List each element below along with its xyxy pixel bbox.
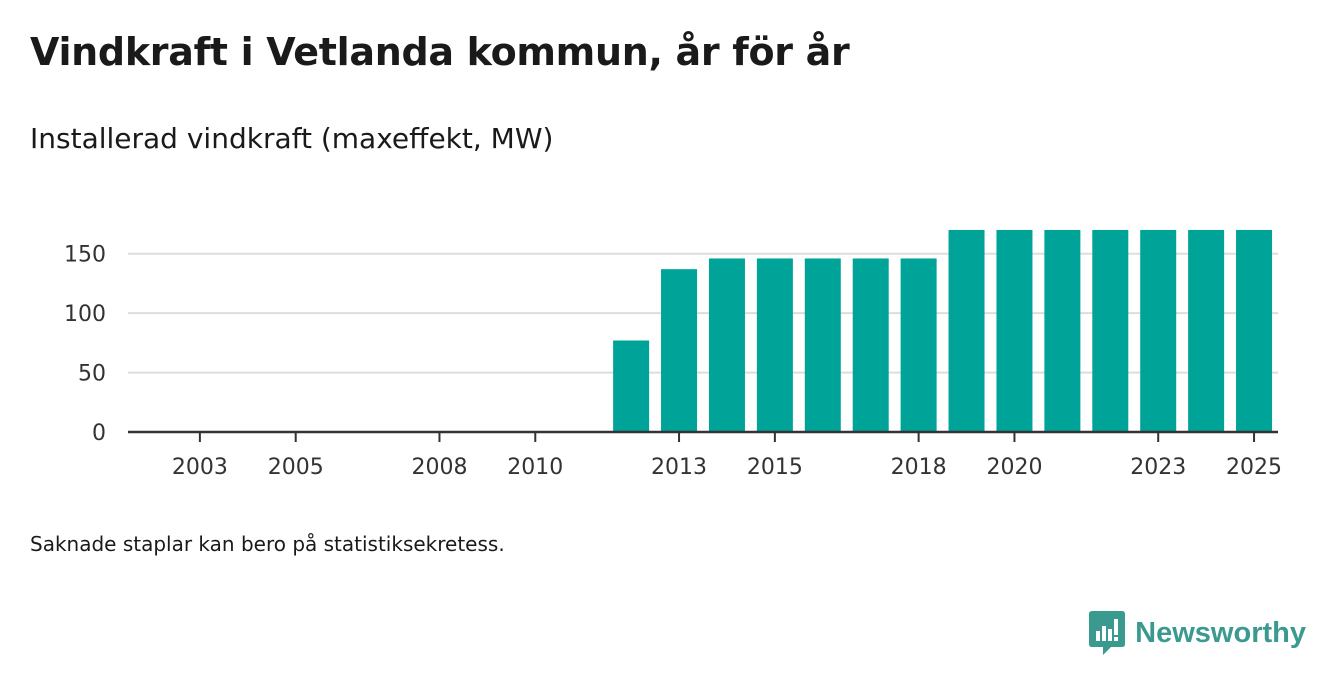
x-tick-label: 2018 [891,455,947,480]
x-tick-label: 2010 [507,455,563,480]
bar [996,229,1033,432]
brand[interactable]: Newsworthy [1089,611,1306,655]
chart-title: Vindkraft i Vetlanda kommun, år för år [30,30,850,74]
bar [1092,229,1129,432]
x-tick-label: 2003 [172,455,228,480]
x-tick-label: 2025 [1226,455,1282,480]
bar [900,258,937,432]
bar [948,229,985,432]
y-tick-label: 150 [64,243,106,268]
y-tick-label: 0 [92,421,106,446]
y-tick-label: 50 [78,362,106,387]
bar [708,258,745,432]
bar [804,258,841,432]
bar [852,258,889,432]
newsworthy-logo-icon [1089,611,1126,655]
bar [613,340,650,432]
x-tick-label: 2005 [268,455,324,480]
bar [1044,229,1081,432]
x-tick-label: 2015 [747,455,803,480]
x-tick-label: 2023 [1130,455,1186,480]
x-tick-label: 2008 [411,455,467,480]
y-tick-label: 100 [64,302,106,327]
brand-name: Newsworthy [1135,616,1306,649]
footnote: Saknade staplar kan bero på statistiksek… [30,532,505,556]
x-tick-label: 2013 [651,455,707,480]
bar-chart: 0 50 100 150 2003 2005 2008 2010 2013 2015 2018 202… [64,229,1282,480]
bar [1140,229,1177,432]
bar [756,258,793,432]
bar [1188,229,1225,432]
x-tick-label: 2020 [986,455,1042,480]
bar [1236,229,1273,432]
bar [661,269,698,432]
chart-subtitle: Installerad vindkraft (maxeffekt, MW) [30,122,554,155]
